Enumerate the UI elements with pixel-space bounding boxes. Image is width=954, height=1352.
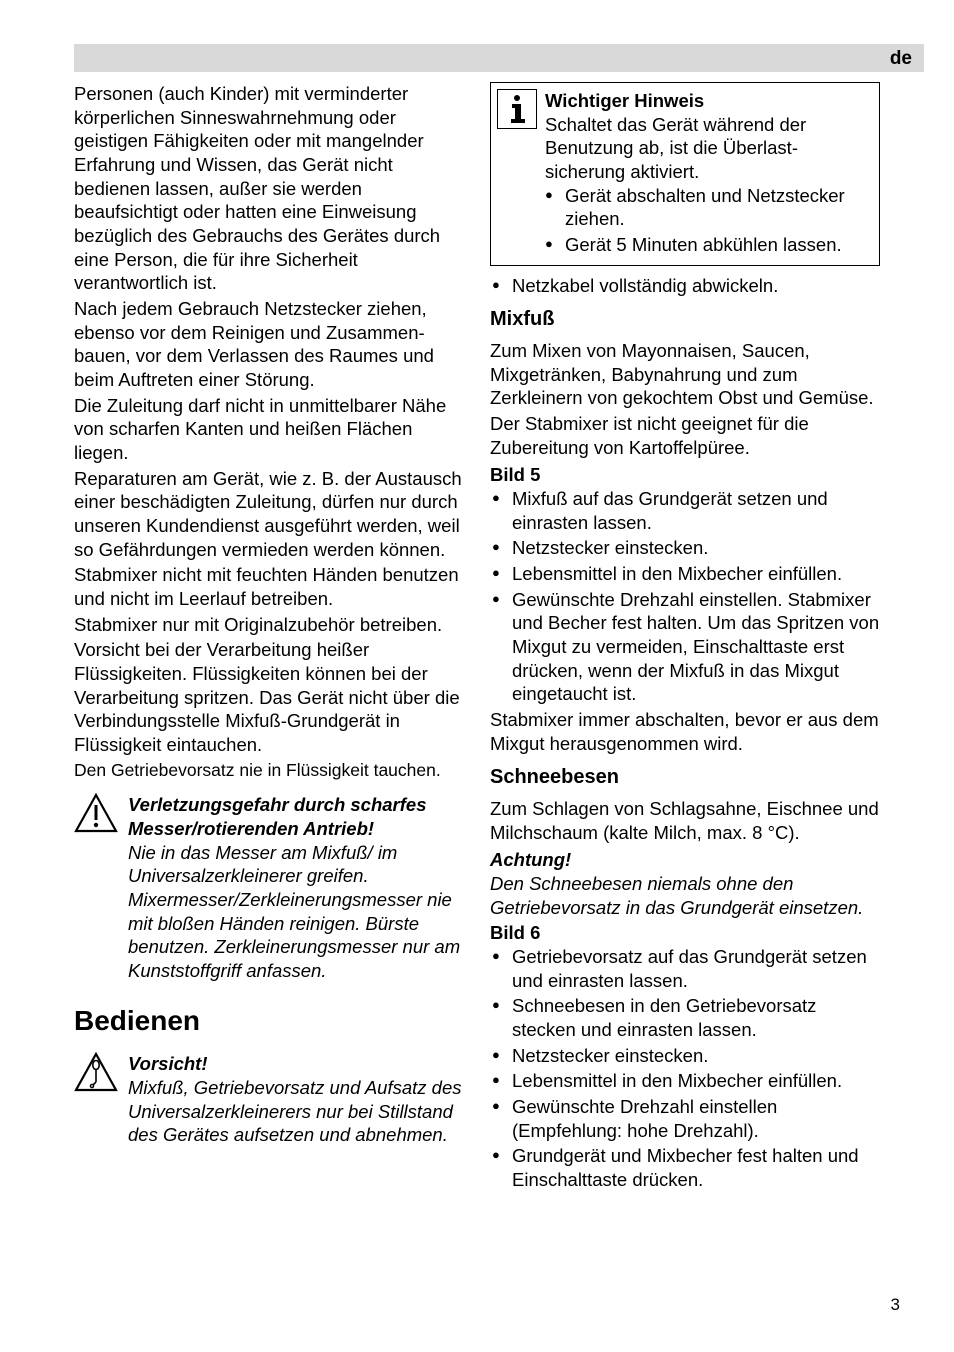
injury-warning-block: Verletzungsgefahr durch scharfes Messer/… [74,793,464,982]
important-note-list: Gerät abschalten und Netzstecker ziehen.… [545,184,871,257]
schneebesen-heading: Schneebesen [490,765,880,791]
list-item: Gerät abschalten und Netzstecker ziehen. [545,184,871,231]
list-item: Netzstecker einstecken. [490,536,880,560]
bild5-list: Mixfuß auf das Grundgerät setzen und ein… [490,487,880,706]
list-item: Netzstecker einstecken. [490,1044,880,1068]
caution-text: Vorsicht! Mixfuß, Getriebevorsatz und Au… [128,1052,464,1147]
list-item: Grundgerät und Mixbecher fest halten und… [490,1144,880,1191]
injury-warning-title: Verletzungsgefahr durch scharfes Messer/… [128,793,464,840]
list-item: Mixfuß auf das Grundgerät setzen und ein… [490,487,880,534]
language-code: de [890,47,912,71]
list-item: Getriebevorsatz auf das Grundgerät setze… [490,945,880,992]
bild6-label: Bild 6 [490,921,880,945]
warning-triangle-icon [74,793,118,982]
caution-triangle-icon [74,1052,118,1147]
list-item: Gerät 5 Minuten abkühlen lassen. [545,233,871,257]
safety-para-6: Stabmixer nur mit Originalzubehör betrei… [74,613,464,637]
mixfuss-para-1: Zum Mixen von Mayonnaisen, Saucen, Mixge… [490,339,880,410]
mixfuss-heading: Mixfuß [490,307,880,333]
list-item: Schneebesen in den Getriebevorsatz steck… [490,994,880,1041]
schneebesen-para: Zum Schlagen von Schlagsahne, Eischnee u… [490,797,880,844]
caution-title: Vorsicht! [128,1052,464,1076]
safety-para-7: Vorsicht bei der Verarbeitung heißer Flü… [74,638,464,756]
safety-para-2: Nach jedem Gebrauch Netzstecker ziehen, … [74,297,464,392]
list-item: Gewünschte Drehzahl einstellen (Empfehlu… [490,1095,880,1142]
right-column: Wichtiger Hinweis Schaltet das Gerät wäh… [490,82,880,1194]
achtung-title: Achtung! [490,848,880,872]
left-column: Personen (auch Kinder) mit verminderter … [74,82,464,1194]
list-item: Lebensmittel in den Mixbecher einfüllen. [490,562,880,586]
bild6-list: Getriebevorsatz auf das Grundgerät setze… [490,945,880,1192]
safety-para-1: Personen (auch Kinder) mit verminderter … [74,82,464,295]
caution-block: Vorsicht! Mixfuß, Getriebevorsatz und Au… [74,1052,464,1147]
achtung-body: Den Schneebesen niemals ohne den Getrieb… [490,872,880,919]
info-icon [497,89,537,129]
injury-warning-text: Verletzungsgefahr durch scharfes Messer/… [128,793,464,982]
safety-para-3: Die Zuleitung darf nicht in unmittelbare… [74,394,464,465]
important-note-body: Wichtiger Hinweis Schaltet das Gerät wäh… [545,83,879,265]
important-note-title: Wichtiger Hinweis [545,89,871,113]
bild5-label: Bild 5 [490,463,880,487]
content-columns: Personen (auch Kinder) mit verminderter … [74,82,880,1194]
unwind-cable-item: Netzkabel vollständig abwickeln. [490,274,880,298]
mixfuss-para-2: Der Stabmixer ist nicht geeignet für die… [490,412,880,459]
mixfuss-after: Stabmixer immer abschalten, bevor er aus… [490,708,880,755]
page-number: 3 [891,1294,900,1316]
header-bar: de [74,44,924,72]
caution-body: Mixfuß, Getriebevorsatz und Aufsatz des … [128,1076,464,1147]
safety-para-5: Stabmixer nicht mit feuchten Händen benu… [74,563,464,610]
injury-warning-body: Nie in das Messer am Mixfuß/ im Universa… [128,841,464,983]
important-note-box: Wichtiger Hinweis Schaltet das Gerät wäh… [490,82,880,266]
safety-para-4: Reparaturen am Gerät, wie z. B. der Aust… [74,467,464,562]
safety-para-8: Den Getriebevorsatz nie in Flüssigkeit t… [74,759,464,781]
list-item: Lebensmittel in den Mixbecher einfüllen. [490,1069,880,1093]
list-item: Gewünschte Drehzahl einstellen. Stabmixe… [490,588,880,706]
important-note-text: Schaltet das Gerät während der Benutzung… [545,113,871,184]
bedienen-heading: Bedienen [74,1003,464,1039]
